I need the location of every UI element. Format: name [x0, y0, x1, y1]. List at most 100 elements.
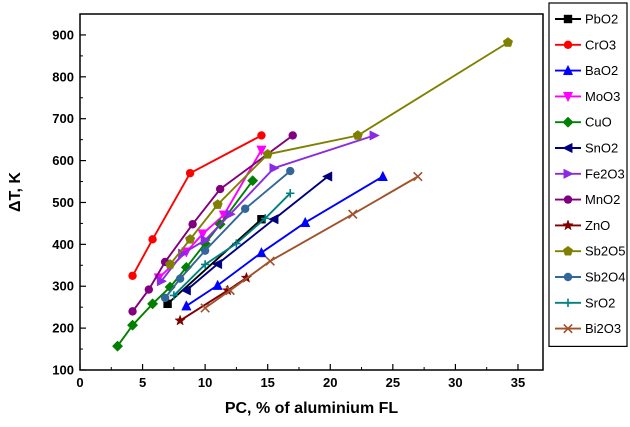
legend-marker-bao2	[562, 64, 574, 76]
data-point-bi2o3	[348, 209, 358, 219]
legend-label-bi2o3: Bi2O3	[585, 321, 621, 336]
legend-marker-sro2	[563, 298, 573, 307]
legend-label-sno2: SnO2	[585, 141, 618, 156]
legend-item-zno: ZnO	[555, 218, 610, 233]
data-point-mno2	[128, 307, 137, 316]
legend-label-sb2o5: Sb2O5	[585, 244, 625, 259]
data-point-cuo	[111, 340, 124, 352]
data-point-cro3	[148, 235, 157, 244]
data-point-bi2o3	[413, 171, 423, 182]
data-point-cuo	[247, 175, 259, 187]
data-point-sb2o5	[185, 234, 196, 244]
legend-item-cro3: CrO3	[555, 37, 616, 52]
x-tick-label: 5	[139, 375, 146, 390]
data-point-sb2o4	[286, 166, 295, 176]
x-axis-ticks: 0 5 10 15 20 25 30 35	[76, 364, 525, 390]
data-point-sro2	[261, 214, 270, 223]
data-point-mno2	[288, 131, 297, 140]
data-point-mno2	[188, 220, 197, 229]
series-line-sb2o5	[169, 41, 509, 266]
x-tick-label: 15	[260, 375, 274, 390]
legend-item-bi2o3: Bi2O3	[555, 321, 621, 336]
data-point-cro3	[128, 271, 137, 280]
data-point-sro2	[169, 291, 179, 300]
legend-marker-cro3	[563, 40, 573, 49]
data-point-sb2o5	[165, 259, 176, 269]
series-sb2o4	[160, 166, 295, 303]
plot-frame	[79, 13, 544, 371]
data-point-fe2o3	[225, 209, 236, 220]
data-point-pbo2	[163, 299, 172, 309]
data-point-zno	[174, 314, 186, 326]
x-tick-label: 0	[76, 375, 83, 390]
x-tick-label: 10	[198, 375, 212, 390]
series-fe2o3	[156, 130, 380, 287]
data-point-bao2	[300, 216, 311, 228]
legend-item-sno2: SnO2	[555, 141, 618, 156]
legend-item-sro2: SrO2	[555, 295, 615, 310]
legend: PbO2 CrO3 BaO2 MoO3 CuO SnO2 Fe2O3 MnO2 ZnO Sb2O5…	[548, 2, 628, 347]
data-point-sb2o5	[502, 37, 514, 47]
series-line-mno2	[131, 134, 294, 312]
legend-label-bao2: BaO2	[585, 63, 618, 78]
data-point-moo3	[256, 145, 267, 156]
x-tick-label: 25	[386, 375, 400, 390]
legend-label-mno2: MnO2	[585, 192, 620, 207]
series-line-cro3	[131, 134, 262, 277]
data-point-bao2	[377, 170, 388, 181]
series-cro3	[128, 131, 266, 280]
legend-item-sb2o5: Sb2O5	[555, 244, 625, 259]
legend-item-pbo2: PbO2	[555, 12, 618, 27]
legend-item-sb2o4: Sb2O4	[555, 270, 625, 285]
y-axis-ticks: 100 200 300 400 500 600 700 800 900	[52, 27, 86, 378]
legend-marker-sb2o4	[563, 272, 573, 282]
data-point-sb2o4	[160, 293, 170, 303]
data-point-sro2	[286, 189, 295, 198]
x-tick-label: 35	[511, 375, 525, 390]
data-point-bi2o3	[265, 256, 275, 266]
legend-marker-sno2	[562, 142, 573, 154]
x-axis-label: PC, % of aluminium FL	[225, 400, 399, 417]
data-point-fe2o3	[156, 276, 168, 287]
data-point-sno2	[180, 285, 191, 296]
data-point-bao2	[181, 300, 192, 311]
y-tick-label: 100	[52, 363, 74, 378]
y-tick-label: 700	[52, 111, 74, 126]
series-bi2o3	[200, 171, 423, 313]
data-point-sro2	[232, 239, 241, 248]
y-tick-label: 400	[52, 237, 74, 252]
legend-label-sb2o4: Sb2O4	[585, 270, 625, 285]
series-sro2	[169, 189, 295, 300]
x-tick-label: 20	[323, 375, 337, 390]
data-point-bao2	[256, 246, 267, 258]
series-bao2	[181, 170, 388, 311]
legend-item-fe2o3: Fe2O3	[555, 166, 625, 181]
series-line-sno2	[185, 175, 329, 292]
series-zno	[174, 271, 253, 326]
data-point-sb2o4	[240, 204, 250, 213]
data-point-bi2o3	[225, 285, 235, 296]
legend-item-bao2: BaO2	[555, 63, 618, 78]
data-point-sb2o5	[212, 199, 223, 209]
data-point-cuo	[127, 319, 139, 331]
y-tick-label: 900	[52, 27, 74, 42]
legend-label-sro2: SrO2	[585, 295, 615, 310]
legend-marker-cuo	[562, 116, 574, 128]
data-point-sro2	[200, 260, 210, 269]
x-tick-label: 30	[448, 375, 462, 390]
legend-label-zno: ZnO	[585, 218, 610, 233]
data-point-cro3	[185, 168, 195, 178]
data-point-cuo	[147, 298, 159, 310]
data-point-sb2o4	[200, 246, 210, 255]
data-point-fe2o3	[200, 235, 211, 246]
data-point-bao2	[212, 279, 223, 290]
series-mno2	[128, 131, 297, 316]
legend-item-cuo: CuO	[555, 115, 612, 130]
legend-marker-fe2o3	[563, 168, 574, 179]
data-point-pbo2	[257, 215, 266, 224]
legend-marker-zno	[562, 219, 574, 231]
series-cuo	[111, 175, 259, 352]
data-point-sb2o4	[175, 274, 185, 283]
data-point-moo3	[197, 229, 208, 240]
